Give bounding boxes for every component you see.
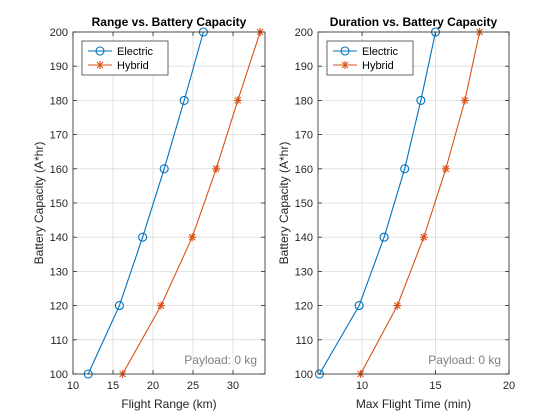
y-tick-label: 160 bbox=[295, 164, 313, 176]
data-point bbox=[441, 164, 450, 173]
data-point bbox=[188, 233, 197, 242]
y-tick-label: 140 bbox=[50, 232, 68, 244]
data-point bbox=[157, 301, 165, 310]
y-tick-label: 120 bbox=[295, 301, 313, 313]
legend: Electric Hybrid bbox=[81, 40, 169, 76]
x-axis-label: Max Flight Time (min) bbox=[356, 397, 471, 411]
y-tick-label: 190 bbox=[295, 61, 313, 73]
legend-box bbox=[326, 40, 414, 76]
x-tick-label: 10 bbox=[67, 380, 79, 392]
y-tick-label: 150 bbox=[295, 198, 313, 210]
y-tick-label: 170 bbox=[295, 130, 313, 142]
y-axis-label: Battery Capacity (A*hr) bbox=[32, 142, 46, 265]
legend: Electric Hybrid bbox=[326, 40, 414, 76]
series-electric bbox=[314, 27, 441, 379]
chart-title: Range vs. Battery Capacity bbox=[92, 15, 247, 29]
axes-box bbox=[72, 31, 266, 375]
y-tick-label: 100 bbox=[50, 369, 68, 381]
data-point bbox=[400, 164, 410, 174]
x-tick-label: 15 bbox=[429, 380, 441, 392]
legend-label: Hybrid bbox=[362, 60, 394, 72]
legend-marker bbox=[341, 61, 349, 69]
y-tick-label: 170 bbox=[50, 130, 68, 142]
y-tick-label: 120 bbox=[50, 301, 68, 313]
data-point bbox=[212, 164, 221, 173]
data-point bbox=[179, 95, 189, 105]
y-tick-label: 180 bbox=[295, 95, 313, 107]
y-tick-label: 200 bbox=[295, 27, 313, 39]
legend-marker bbox=[96, 61, 104, 69]
legend-label: Electric bbox=[117, 46, 154, 58]
data-point bbox=[159, 164, 169, 174]
y-tick-label: 110 bbox=[50, 335, 68, 347]
y-tick-label: 130 bbox=[295, 266, 313, 278]
x-tick-label: 15 bbox=[107, 380, 119, 392]
y-tick-label: 130 bbox=[50, 266, 68, 278]
data-point bbox=[416, 95, 426, 105]
y-axis-label: Battery Capacity (A*hr) bbox=[277, 142, 291, 265]
x-tick-label: 30 bbox=[227, 380, 239, 392]
chart-title: Duration vs. Battery Capacity bbox=[330, 15, 498, 29]
y-tick-label: 140 bbox=[295, 232, 313, 244]
y-tick-label: 160 bbox=[50, 164, 68, 176]
x-tick-label: 25 bbox=[187, 380, 199, 392]
legend-label: Hybrid bbox=[117, 60, 149, 72]
data-point bbox=[114, 301, 124, 311]
x-tick-label: 10 bbox=[356, 380, 368, 392]
data-point bbox=[354, 301, 364, 311]
chart-2: 10 15 20 100 110 120 130 140 150 160 170 180 190 200 D… bbox=[277, 15, 515, 411]
x-axis-label: Flight Range (km) bbox=[121, 397, 216, 411]
data-point bbox=[379, 232, 389, 242]
y-tick-label: 180 bbox=[50, 95, 68, 107]
payload-annotation: Payload: 0 kg bbox=[184, 353, 257, 367]
legend-marker bbox=[340, 46, 350, 56]
y-tick-label: 200 bbox=[50, 27, 68, 39]
y-tick-label: 190 bbox=[50, 61, 68, 73]
data-point bbox=[460, 96, 469, 105]
x-tick-label: 20 bbox=[503, 380, 515, 392]
y-tick-label: 150 bbox=[50, 198, 68, 210]
legend-label: Electric bbox=[362, 46, 399, 58]
legend-box bbox=[81, 40, 169, 76]
data-point bbox=[419, 233, 428, 242]
chart-1: 10 15 20 25 30 100 110 120 130 140 150 160 170 180 190… bbox=[32, 15, 266, 411]
payload-annotation: Payload: 0 kg bbox=[428, 353, 501, 367]
series-line bbox=[360, 31, 481, 375]
series-line bbox=[318, 31, 437, 375]
series-line bbox=[87, 31, 204, 375]
y-tick-label: 100 bbox=[295, 369, 313, 381]
y-tick-label: 110 bbox=[295, 335, 313, 347]
legend-marker bbox=[95, 46, 105, 56]
data-point bbox=[138, 232, 148, 242]
axes-box bbox=[317, 31, 510, 375]
data-point bbox=[233, 96, 242, 105]
data-point bbox=[393, 301, 402, 310]
x-tick-label: 20 bbox=[147, 380, 159, 392]
series-line bbox=[122, 31, 261, 375]
